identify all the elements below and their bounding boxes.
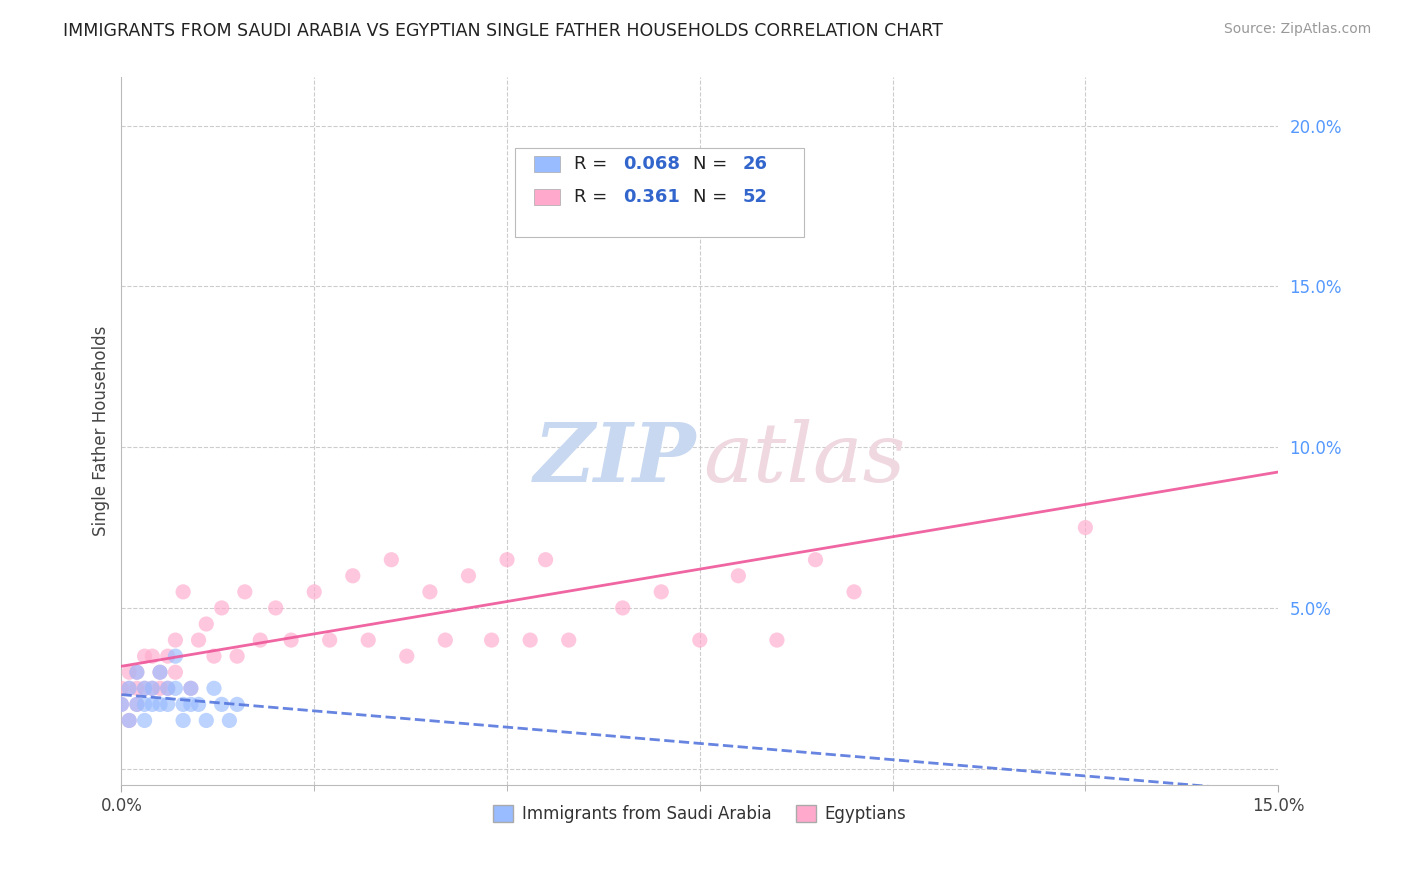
Point [118,665,141,680]
Point [804,552,827,566]
Point [125,681,148,696]
Point [141,681,163,696]
Point [125,698,148,712]
Text: atlas: atlas [703,419,905,500]
Bar [534,156,560,171]
Point [195,617,218,632]
Point [395,649,418,664]
Point [689,633,711,648]
Point [165,649,187,664]
Point [156,681,179,696]
Point [134,714,156,728]
Point [187,633,209,648]
Legend: Immigrants from Saudi Arabia, Egyptians: Immigrants from Saudi Arabia, Egyptians [486,798,912,830]
Text: 0.068: 0.068 [623,154,681,173]
Point [650,585,672,599]
Point [172,698,194,712]
Text: N =: N = [693,188,733,206]
Point [118,681,141,696]
Point [110,681,132,696]
Text: R =: R = [574,188,613,206]
Point [156,681,179,696]
Point [156,649,179,664]
Point [149,681,172,696]
Point [156,698,179,712]
Point [1074,520,1097,534]
Point [249,633,271,648]
Point [180,698,202,712]
Point [727,568,749,582]
Text: 0.361: 0.361 [623,188,681,206]
Point [125,665,148,680]
Point [165,681,187,696]
Point [380,552,402,566]
Point [165,665,187,680]
Point [110,698,132,712]
Point [557,633,579,648]
Point [280,633,302,648]
Text: N =: N = [693,154,733,173]
FancyBboxPatch shape [515,148,804,236]
Point [457,568,479,582]
Point [134,681,156,696]
Point [302,585,325,599]
Point [110,698,132,712]
Text: 52: 52 [742,188,768,206]
Point [125,665,148,680]
Point [842,585,865,599]
Point [342,568,364,582]
Point [118,714,141,728]
Point [125,698,148,712]
Text: Source: ZipAtlas.com: Source: ZipAtlas.com [1223,22,1371,37]
Text: 26: 26 [742,154,768,173]
Point [118,681,141,696]
Point [180,681,202,696]
Point [134,649,156,664]
Point [118,714,141,728]
Point [172,585,194,599]
Point [195,714,218,728]
Point [318,633,340,648]
Point [226,698,249,712]
Point [149,698,172,712]
Point [149,665,172,680]
Y-axis label: Single Father Households: Single Father Households [93,326,110,536]
Point [172,714,194,728]
Point [357,633,380,648]
Point [187,698,209,712]
Point [496,552,519,566]
Point [572,215,595,229]
Point [149,665,172,680]
Point [612,601,634,615]
Point [226,649,249,664]
Point [211,601,233,615]
Text: R =: R = [574,154,613,173]
Point [134,681,156,696]
Point [766,633,789,648]
Point [202,681,225,696]
Point [180,681,202,696]
Text: IMMIGRANTS FROM SAUDI ARABIA VS EGYPTIAN SINGLE FATHER HOUSEHOLDS CORRELATION CH: IMMIGRANTS FROM SAUDI ARABIA VS EGYPTIAN… [63,22,943,40]
Point [534,552,557,566]
Point [519,633,541,648]
Point [233,585,256,599]
Bar [534,189,560,205]
Point [434,633,457,648]
Point [211,698,233,712]
Point [218,714,240,728]
Point [141,681,163,696]
Point [141,649,163,664]
Point [141,698,163,712]
Point [419,585,441,599]
Point [264,601,287,615]
Text: ZIP: ZIP [534,419,696,500]
Point [165,633,187,648]
Point [202,649,225,664]
Point [134,698,156,712]
Point [481,633,503,648]
